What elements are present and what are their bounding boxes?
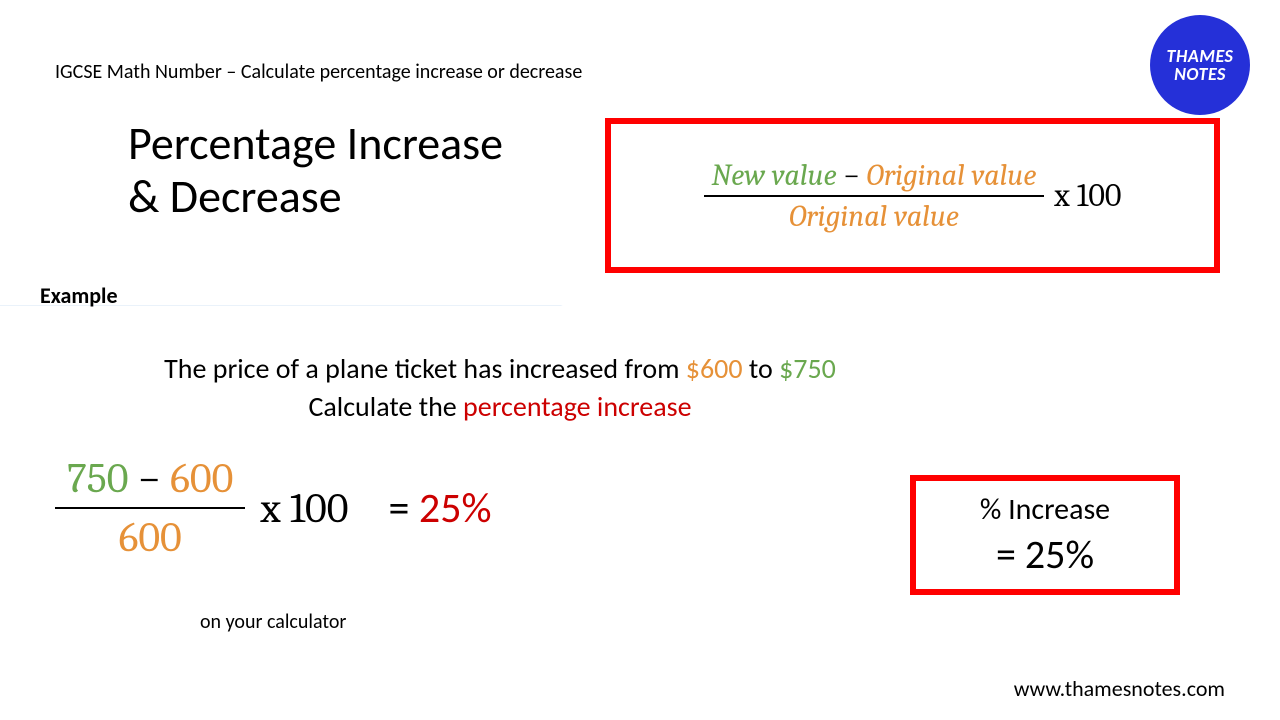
example-heading: Example <box>40 282 118 309</box>
formula-original-value-bottom: Original value <box>781 197 967 236</box>
logo-line2: NOTES <box>1174 65 1226 83</box>
formula-new-value: New value <box>712 158 837 193</box>
answer-box: % Increase = 25% <box>910 475 1180 595</box>
formula-original-value-top: Original value <box>866 158 1036 193</box>
footer-url: www.thamesnotes.com <box>1014 675 1225 702</box>
calc-minus: − <box>128 454 170 503</box>
calculator-note: on your calculator <box>200 610 346 634</box>
problem-pre: The price of a plane ticket has increase… <box>164 351 686 386</box>
calc-numerator-b: 600 <box>170 454 233 503</box>
title-line1: Percentage Increase <box>128 116 503 172</box>
answer-value: = 25% <box>996 529 1094 581</box>
problem-line2-pre: Calculate the <box>308 389 463 424</box>
formula-times-100: x 100 <box>1054 177 1121 214</box>
problem-statement: The price of a plane ticket has increase… <box>0 350 1000 426</box>
problem-new-price: $750 <box>779 351 836 386</box>
page-title: Percentage Increase & Decrease <box>128 118 503 224</box>
formula-box: New value − Original value Original valu… <box>605 118 1220 273</box>
brand-logo: THAMES NOTES <box>1150 15 1250 115</box>
calc-times-100: x 100 <box>260 484 348 533</box>
calc-numerator-a: 750 <box>67 454 128 503</box>
calc-denominator: 600 <box>107 509 194 566</box>
answer-label: % Increase <box>980 490 1110 529</box>
minus-sign: − <box>837 158 867 193</box>
calculation: 750 − 600 600 x 100 = 25% <box>55 450 492 566</box>
formula-fraction: New value − Original value Original valu… <box>704 156 1045 236</box>
formula: New value − Original value Original valu… <box>704 156 1122 236</box>
title-line2: & Decrease <box>128 169 342 225</box>
calc-fraction: 750 − 600 600 <box>55 450 245 566</box>
calc-result: = 25% <box>389 483 492 534</box>
result-percent: 25% <box>419 483 492 534</box>
breadcrumb: IGCSE Math Number – Calculate percentage… <box>55 60 582 84</box>
problem-old-price: $600 <box>686 351 743 386</box>
problem-line2-emph: percentage increase <box>463 389 691 424</box>
equals-sign: = <box>389 483 419 534</box>
problem-mid: to <box>743 351 780 386</box>
section-divider <box>0 305 1280 309</box>
